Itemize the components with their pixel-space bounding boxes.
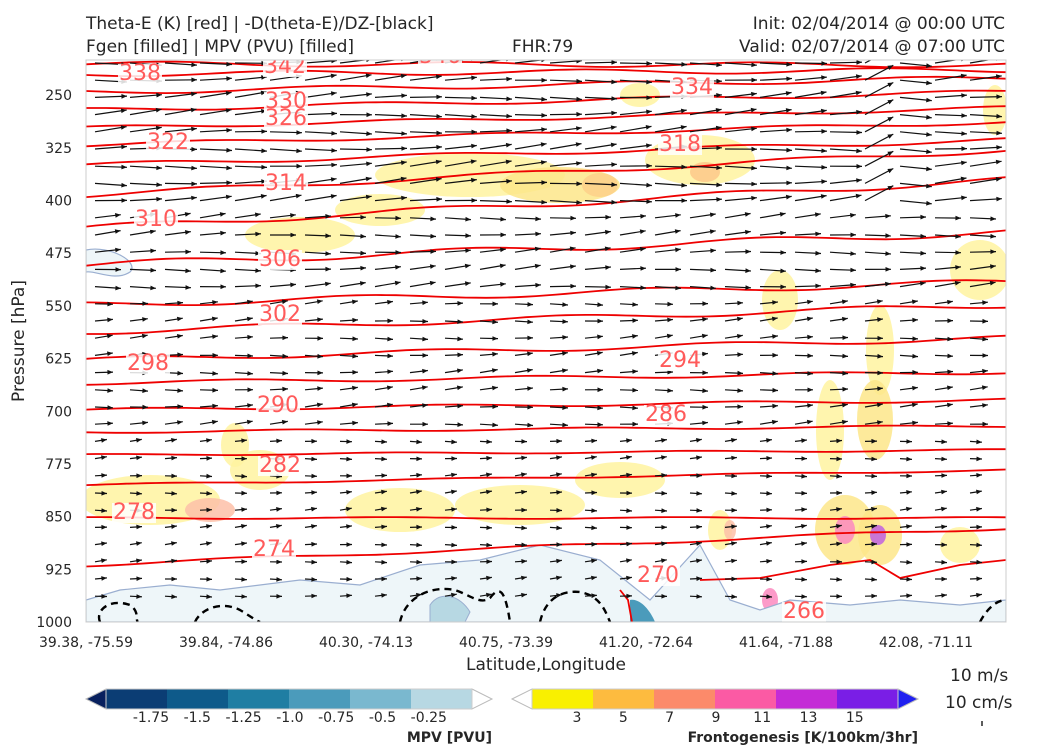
theta-e-contour-label: 314 <box>265 171 307 196</box>
y-tick-label: 775 <box>45 457 72 473</box>
theta-e-contour-label: 310 <box>135 207 177 232</box>
mpv-colorbar: -1.75 -1.5 -1.25 -1.0 -0.75 -0.5 -0.25 <box>84 688 494 726</box>
title-left-line1: Theta-E (K) [red] | -D(theta-E)/DZ-[blac… <box>86 14 434 34</box>
mpv-colorbar-title: MPV [PVU] <box>407 730 492 746</box>
y-tick-label: 1000 <box>36 615 72 631</box>
title-left-line2: Fgen [filled] | MPV (PVU) [filled] <box>86 37 355 57</box>
x-tick-label: 40.30, -74.13 <box>319 635 413 651</box>
colorbar-tick-label: -0.75 <box>318 710 354 726</box>
theta-e-contour-label: 342 <box>264 54 306 79</box>
frontogenesis-colorbar: 3 5 7 9 11 13 15 <box>510 688 920 726</box>
x-tick-label: 39.84, -74.86 <box>179 635 273 651</box>
colorbar-tick-label: 3 <box>573 710 582 726</box>
frontogenesis-fill <box>86 83 1006 612</box>
colorbar-tick-label: -0.5 <box>369 710 396 726</box>
colorbar-tick-label: -1.75 <box>133 710 169 726</box>
y-tick-label: 250 <box>45 88 72 104</box>
valid-time: Valid: 02/07/2014 @ 07:00 UTC <box>739 37 1005 57</box>
theta-e-contour-label: 326 <box>265 106 307 131</box>
x-tick-label: 41.20, -72.64 <box>599 635 693 651</box>
forecast-hour: FHR:79 <box>512 37 574 57</box>
theta-e-contour-label: 286 <box>645 402 687 427</box>
colorbar-tick-label: 15 <box>846 710 864 726</box>
colorbar-tick-label: -1.5 <box>184 710 211 726</box>
y-tick-label: 325 <box>45 141 72 157</box>
theta-e-contour-label: 318 <box>659 132 701 157</box>
colorbar-tick-label: -1.0 <box>276 710 303 726</box>
y-tick-label: 400 <box>45 194 72 210</box>
theta-e-contour-label: 270 <box>637 563 679 588</box>
colorbar-tick-label: 5 <box>619 710 628 726</box>
wind-ref-horizontal: 10 m/s <box>950 666 1008 686</box>
theta-e-contour-label: 346 <box>419 44 461 69</box>
theta-e-contour-label: 338 <box>119 61 161 86</box>
colorbar-tick-label: 7 <box>665 710 674 726</box>
x-tick-label: 41.64, -71.88 <box>739 635 833 651</box>
theta-e-contour-label: 334 <box>671 75 713 100</box>
y-tick-label: 475 <box>45 246 72 262</box>
y-tick-label: 625 <box>45 352 72 368</box>
theta-e-contour-label: 302 <box>259 302 301 327</box>
colorbar-tick-label: -0.25 <box>411 710 447 726</box>
theta-e-contour-label: 306 <box>259 247 301 272</box>
y-tick-label: 550 <box>45 299 72 315</box>
theta-e-contour-label: 274 <box>253 537 295 562</box>
theta-e-contour-label: 298 <box>127 351 169 376</box>
colorbar-tick-label: 11 <box>753 710 771 726</box>
theta-e-contour-label: 290 <box>257 393 299 418</box>
theta-e-contour-label: 266 <box>783 599 825 624</box>
theta-e-contour-label: 282 <box>259 453 301 478</box>
y-axis-ticks: 250 325 400 475 550 625 700 775 850 925 1000 <box>36 88 72 631</box>
y-tick-label: 925 <box>45 562 72 578</box>
x-tick-label: 40.75, -73.39 <box>459 635 553 651</box>
y-tick-label: 850 <box>45 510 72 526</box>
dtheta-dz-contours <box>97 587 1006 622</box>
colorbar-tick-label: -1.25 <box>225 710 261 726</box>
colorbar-tick-label: 13 <box>800 710 818 726</box>
init-time: Init: 02/04/2014 @ 00:00 UTC <box>752 14 1005 34</box>
theta-e-contour-label: 294 <box>659 348 701 373</box>
theta-e-contour-label: 322 <box>147 130 189 155</box>
theta-e-contour-label: 278 <box>113 500 155 525</box>
theta-e-contours <box>86 60 1006 622</box>
wind-reference: 10 m/s 10 cm/s <box>945 666 1013 726</box>
x-tick-label: 39.38, -75.59 <box>39 635 133 651</box>
x-axis-label: Latitude,Longitude <box>466 655 626 675</box>
x-tick-label: 42.08, -71.11 <box>879 635 973 651</box>
y-tick-label: 700 <box>45 404 72 420</box>
y-axis-label: Pressure [hPa] <box>9 280 29 402</box>
wind-ref-vertical: 10 cm/s <box>945 693 1013 713</box>
x-axis-ticks: 39.38, -75.59 39.84, -74.86 40.30, -74.13 4… <box>39 635 973 651</box>
colorbar-tick-label: 9 <box>711 710 720 726</box>
fgen-colorbar-title: Frontogenesis [K/100km/3hr] <box>688 730 918 746</box>
